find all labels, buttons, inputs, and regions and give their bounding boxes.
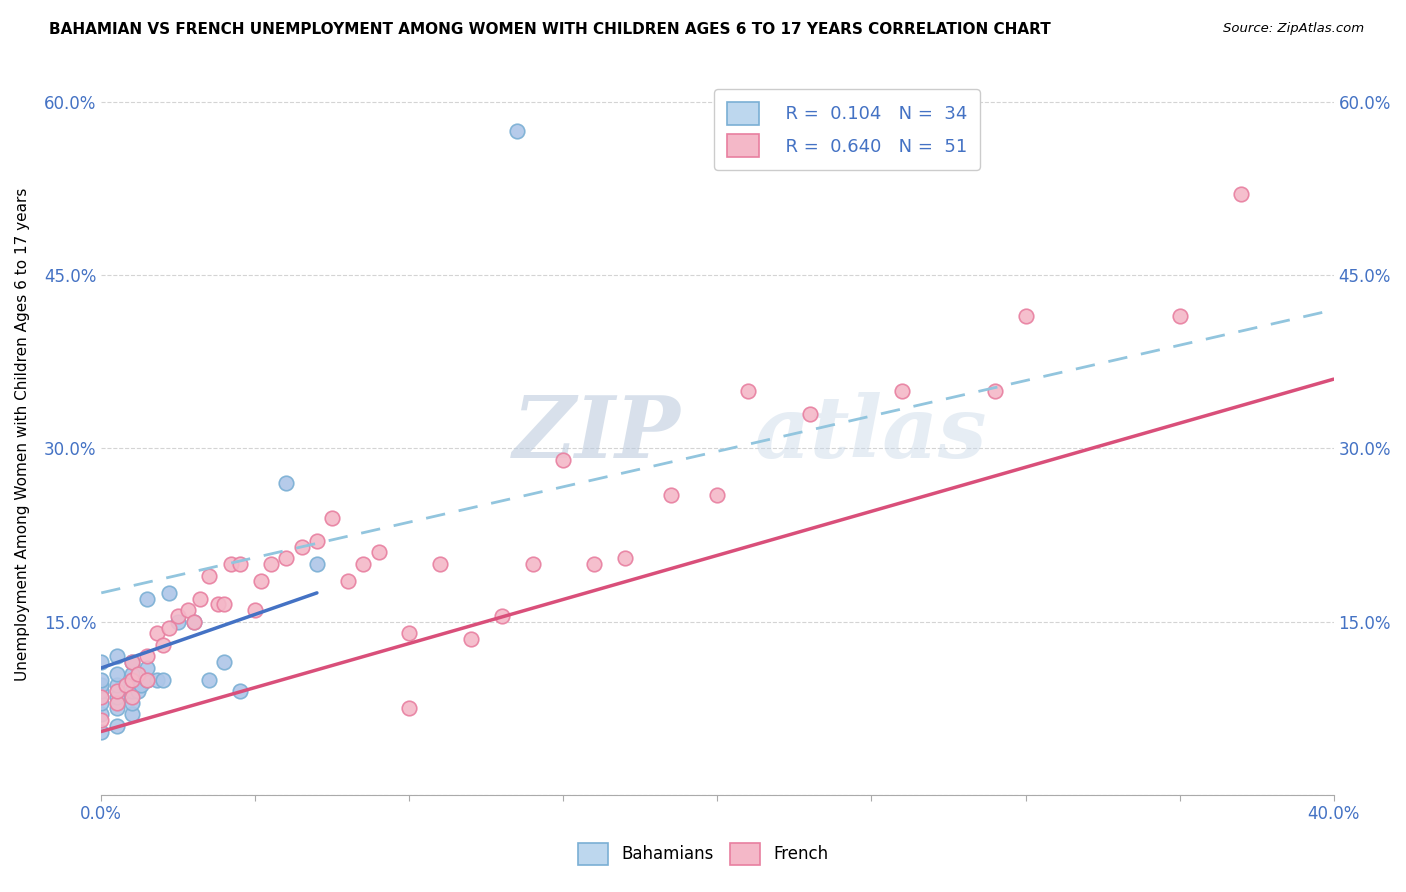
Point: [553, 453, 575, 467]
Point: [167, 615, 190, 629]
Point: [706, 488, 728, 502]
Point: [198, 673, 221, 687]
Point: [136, 649, 159, 664]
Point: [105, 684, 128, 698]
Point: [136, 673, 159, 687]
Point: [121, 690, 143, 704]
Point: [105, 701, 128, 715]
Point: [614, 551, 637, 566]
Point: [157, 586, 180, 600]
Point: [90, 707, 112, 722]
Point: [219, 557, 242, 571]
Point: [90, 696, 112, 710]
Point: [214, 598, 236, 612]
Point: [274, 476, 297, 491]
Point: [183, 615, 205, 629]
Point: [129, 678, 152, 692]
Point: [145, 673, 167, 687]
Point: [145, 626, 167, 640]
Point: [105, 678, 128, 692]
Point: [506, 124, 529, 138]
Point: [305, 557, 328, 571]
Point: [1014, 309, 1036, 323]
Text: Source: ZipAtlas.com: Source: ZipAtlas.com: [1223, 22, 1364, 36]
Point: [305, 533, 328, 548]
Point: [105, 696, 128, 710]
Text: ZIP: ZIP: [513, 392, 681, 475]
Point: [214, 655, 236, 669]
Point: [321, 510, 343, 524]
Point: [90, 684, 112, 698]
Point: [229, 684, 252, 698]
Point: [891, 384, 914, 398]
Point: [121, 655, 143, 669]
Point: [157, 621, 180, 635]
Legend:   R =  0.104   N =  34,   R =  0.640   N =  51: R = 0.104 N = 34, R = 0.640 N = 51: [714, 89, 980, 170]
Point: [198, 568, 221, 582]
Point: [127, 684, 149, 698]
Point: [245, 603, 267, 617]
Point: [398, 701, 420, 715]
Point: [121, 684, 143, 698]
Point: [229, 557, 252, 571]
Point: [183, 615, 205, 629]
Point: [290, 540, 312, 554]
Point: [176, 603, 198, 617]
Point: [583, 557, 606, 571]
Legend: Bahamians, French: Bahamians, French: [568, 833, 838, 875]
Point: [136, 661, 159, 675]
Point: [90, 678, 112, 692]
Point: [105, 649, 128, 664]
Point: [336, 574, 359, 589]
Point: [274, 551, 297, 566]
Point: [737, 384, 759, 398]
Point: [522, 557, 544, 571]
Point: [207, 598, 229, 612]
Text: atlas: atlas: [755, 392, 987, 475]
Point: [460, 632, 482, 646]
Point: [115, 678, 138, 692]
Point: [127, 666, 149, 681]
Point: [260, 557, 283, 571]
Point: [1168, 309, 1191, 323]
Point: [105, 666, 128, 681]
Point: [367, 545, 389, 559]
Y-axis label: Unemployment Among Women with Children Ages 6 to 17 years: Unemployment Among Women with Children A…: [15, 187, 30, 681]
Point: [105, 719, 128, 733]
Point: [491, 609, 513, 624]
Point: [659, 488, 682, 502]
Point: [799, 407, 821, 421]
Text: BAHAMIAN VS FRENCH UNEMPLOYMENT AMONG WOMEN WITH CHILDREN AGES 6 TO 17 YEARS COR: BAHAMIAN VS FRENCH UNEMPLOYMENT AMONG WO…: [49, 22, 1050, 37]
Point: [121, 696, 143, 710]
Point: [90, 655, 112, 669]
Point: [121, 673, 143, 687]
Point: [167, 609, 190, 624]
Point: [121, 707, 143, 722]
Point: [398, 626, 420, 640]
Point: [121, 655, 143, 669]
Point: [152, 673, 174, 687]
Point: [136, 673, 159, 687]
Point: [90, 713, 112, 727]
Point: [429, 557, 451, 571]
Point: [90, 673, 112, 687]
Point: [121, 666, 143, 681]
Point: [250, 574, 273, 589]
Point: [152, 638, 174, 652]
Point: [1230, 187, 1253, 202]
Point: [188, 591, 211, 606]
Point: [90, 690, 112, 704]
Point: [352, 557, 374, 571]
Point: [105, 690, 128, 704]
Point: [136, 591, 159, 606]
Point: [983, 384, 1005, 398]
Point: [90, 724, 112, 739]
